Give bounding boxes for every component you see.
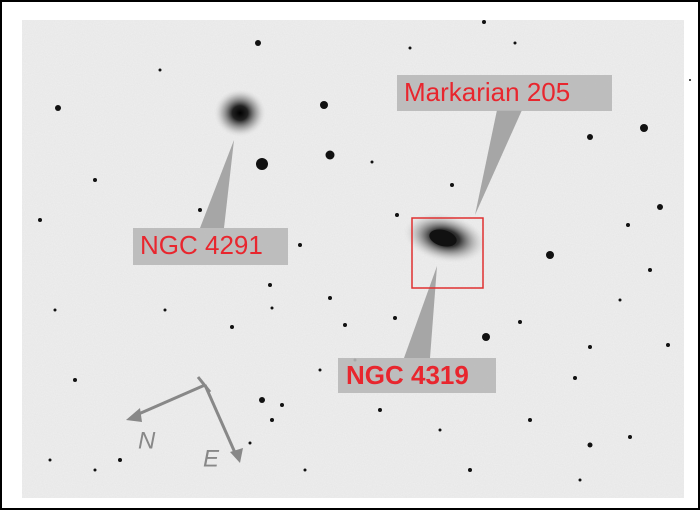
star xyxy=(482,333,490,341)
star xyxy=(619,299,622,302)
star xyxy=(94,469,97,472)
compass-label: E xyxy=(203,445,220,472)
page: Markarian 205 NGC 4291 NGC 4319 N E (() … xyxy=(0,0,700,510)
star xyxy=(38,218,42,222)
star xyxy=(280,403,284,407)
star xyxy=(343,323,347,327)
star xyxy=(393,316,397,320)
compass-label: N xyxy=(138,427,156,454)
star xyxy=(328,296,332,300)
star xyxy=(198,208,202,212)
star xyxy=(298,243,302,247)
star xyxy=(628,435,632,439)
star xyxy=(320,101,328,109)
star xyxy=(666,343,670,347)
star xyxy=(93,178,97,182)
star xyxy=(573,376,577,380)
star xyxy=(689,79,691,81)
star xyxy=(409,47,412,50)
star xyxy=(587,134,593,140)
star xyxy=(657,204,663,210)
star xyxy=(271,307,274,310)
star xyxy=(118,458,122,462)
star xyxy=(468,468,472,472)
star xyxy=(588,443,593,448)
star xyxy=(49,459,52,462)
star xyxy=(626,223,630,227)
star xyxy=(439,429,442,432)
star xyxy=(159,69,162,72)
label: Markarian 205 xyxy=(404,77,570,107)
star xyxy=(482,20,486,24)
star xyxy=(270,418,274,422)
star xyxy=(255,40,261,46)
sky-image: Markarian 205 NGC 4291 NGC 4319 N E xyxy=(0,0,700,510)
star xyxy=(378,408,382,412)
star xyxy=(259,397,265,403)
star xyxy=(256,158,268,170)
star xyxy=(73,378,77,382)
star xyxy=(588,345,592,349)
star xyxy=(164,309,167,312)
star xyxy=(518,320,522,324)
star xyxy=(640,124,648,132)
star xyxy=(249,442,252,445)
star xyxy=(648,268,652,272)
star xyxy=(514,42,517,45)
star xyxy=(395,213,399,217)
star xyxy=(579,479,582,482)
star xyxy=(371,161,374,164)
star xyxy=(268,283,272,287)
label: NGC 4291 xyxy=(140,230,263,260)
star xyxy=(55,105,61,111)
star xyxy=(546,251,554,259)
star xyxy=(304,469,307,472)
label: NGC 4319 xyxy=(346,360,469,390)
star xyxy=(528,418,532,422)
star xyxy=(230,325,234,329)
star xyxy=(450,183,454,187)
star xyxy=(319,369,322,372)
star xyxy=(326,151,335,160)
galaxy-ngc4291 xyxy=(214,89,266,137)
star xyxy=(54,309,57,312)
